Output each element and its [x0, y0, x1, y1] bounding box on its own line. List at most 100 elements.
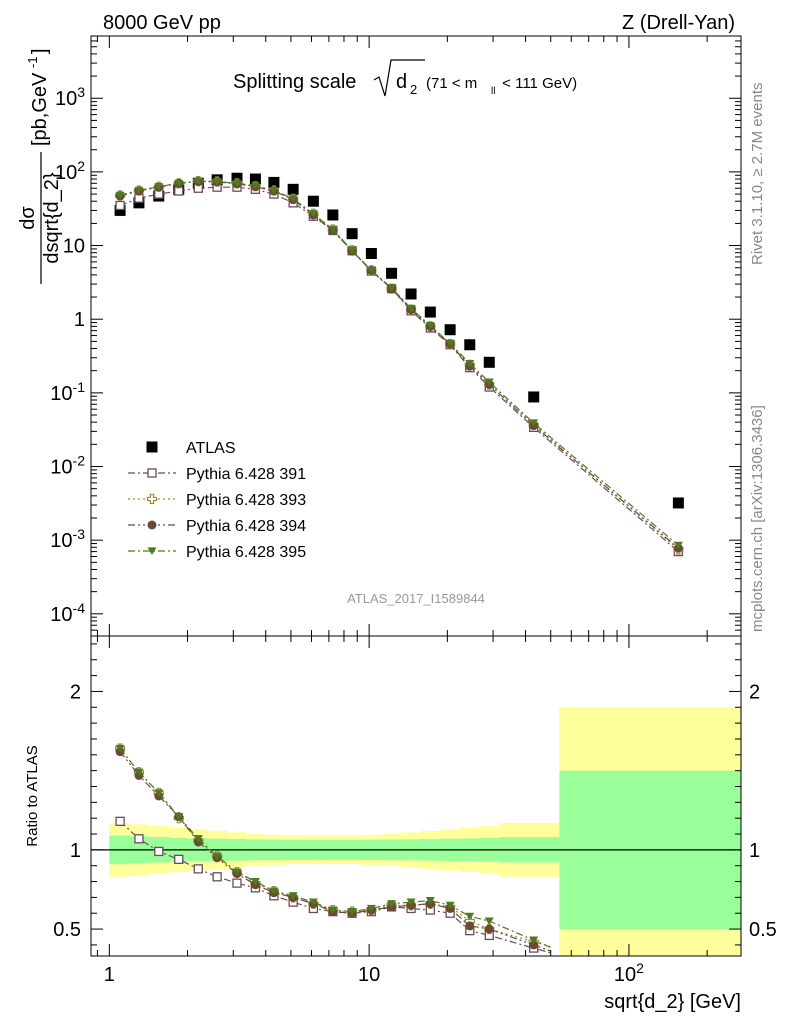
y-tick-label: 10-1: [50, 379, 85, 405]
data-marker-triangle: [288, 892, 298, 900]
ratio-axes: 1 10 102 0.5 0.5 1 1 2 2: [53, 636, 777, 986]
main-plot-panel: 10-4 10-3 10-2 10-1 1 10 102 103 Splitting scal…: [17, 35, 742, 637]
legend-label: Pythia 6.428 393: [186, 492, 306, 509]
data-marker-triangle: [529, 936, 539, 945]
data-marker-triangle: [387, 284, 397, 293]
ratio-data-layer: [114, 743, 551, 954]
ylabel-unit: [pb,GeV: [29, 72, 51, 146]
series-line: [119, 180, 679, 546]
ylabel-unit-sup: -1: [25, 56, 40, 68]
main-axes: 10-4 10-3 10-2 10-1 1 10 102 103: [50, 35, 741, 637]
rivet-version-label: Rivet 3.1.10, ≥ 2.7M events: [749, 83, 766, 266]
data-marker-triangle: [406, 304, 416, 313]
title-main: Splitting scale: [233, 71, 356, 93]
data-marker-square: [672, 497, 684, 509]
data-marker-square: [268, 176, 280, 188]
data-marker-triangle: [232, 868, 242, 877]
data-marker-square: [327, 209, 339, 221]
data-marker-triangle: [445, 901, 455, 910]
data-marker-triangle: [212, 177, 222, 186]
ratio-series-3: [115, 744, 551, 948]
data-marker-circle: [529, 940, 539, 950]
ratio-ylabel: Ratio to ATLAS: [24, 745, 41, 846]
data-marker-triangle: [154, 183, 164, 191]
legend-label: Pythia 6.428 391: [186, 466, 306, 483]
data-marker-triangle: [347, 908, 357, 916]
data-marker-triangle: [193, 177, 203, 186]
title-sqrt-sub: 2: [410, 82, 417, 97]
x-axis-label: sqrt{d_2} [GeV]: [604, 991, 741, 1013]
ratio-y-tick-label: 2: [70, 681, 81, 703]
data-marker-square: [444, 324, 456, 336]
data-marker-open-square: [115, 816, 125, 826]
data-marker-triangle: [308, 898, 318, 907]
header-left: 8000 GeV pp: [103, 12, 221, 34]
sqrt-sign-icon: [373, 59, 425, 97]
data-marker-triangle: [366, 904, 376, 913]
y-tick-label: 1: [74, 309, 85, 331]
data-marker-triangle: [387, 900, 397, 908]
ratio-plot-panel: 1 10 102 0.5 0.5 1 1 2 2 Ratio to ATLAS sqrt{d_2…: [24, 635, 777, 1013]
y-tick-label: 10-3: [50, 526, 85, 552]
data-marker-square: [287, 183, 299, 195]
series-line: [119, 180, 679, 549]
data-marker-triangle: [115, 744, 125, 753]
data-marker-triangle: [250, 877, 260, 886]
data-marker-square: [346, 228, 358, 240]
data-marker-square: [146, 441, 158, 453]
data-marker-square: [249, 173, 261, 185]
data-marker-triangle: [193, 835, 203, 843]
data-marker-triangle: [174, 179, 184, 188]
ratio-y-tick-label-right: 0.5: [749, 919, 777, 941]
series-4: [115, 177, 683, 550]
data-marker-square: [424, 306, 436, 318]
data-marker-triangle: [269, 887, 279, 896]
data-marker-triangle: [366, 266, 376, 275]
data-marker-triangle: [269, 186, 279, 195]
data-marker-triangle: [673, 541, 683, 550]
ylabel-denominator: dsqrt{d_2}: [41, 172, 63, 264]
data-marker-triangle: [250, 182, 260, 190]
title-sqrt-base: d: [396, 71, 407, 93]
ratio-y-tick-label-right: 1: [749, 840, 760, 862]
data-marker-square: [464, 339, 476, 351]
data-marker-square: [114, 204, 126, 216]
data-marker-triangle: [406, 898, 416, 907]
x-tick-label: 102: [614, 960, 644, 986]
data-marker-triangle: [154, 789, 164, 797]
ratio-y-tick-label: 0.5: [53, 919, 81, 941]
data-marker-square: [307, 195, 319, 207]
main-ylabel: dσ dsqrt{d_2} [pb,GeV -1 ]: [17, 48, 63, 284]
y-tick-label: 10-4: [50, 600, 85, 626]
ratio-frame: [90, 635, 742, 957]
data-marker-triangle: [328, 225, 338, 234]
legend-label: ATLAS: [186, 440, 236, 457]
data-marker-triangle: [134, 186, 144, 195]
data-marker-open-square: [115, 200, 125, 211]
header-right: Z (Drell-Yan): [622, 12, 735, 34]
data-marker-triangle: [147, 547, 157, 556]
data-marker-open-square: [147, 468, 157, 478]
data-marker-open-square: [212, 872, 222, 882]
legend-label: Pythia 6.428 395: [186, 544, 306, 561]
data-marker-open-square: [193, 864, 203, 874]
ratio-series-group: [114, 743, 551, 954]
data-marker-triangle: [308, 210, 318, 218]
data-marker-square: [365, 248, 377, 260]
data-marker-triangle: [465, 359, 475, 368]
series-0: [114, 172, 684, 509]
data-marker-circle: [484, 924, 494, 934]
data-marker-square: [386, 267, 398, 279]
data-marker-triangle: [212, 852, 222, 861]
data-marker-square: [483, 356, 495, 368]
ratio-uncertainty-bands: [91, 707, 742, 956]
y-tick-label: 102: [55, 158, 85, 184]
data-marker-square: [133, 197, 145, 209]
ratio-series-line: [119, 751, 551, 952]
title-cut-sub: ll: [491, 86, 495, 97]
data-marker-square: [405, 288, 417, 300]
ratio-y-tick-label-right: 2: [749, 681, 760, 703]
data-marker-open-square: [154, 846, 164, 857]
data-marker-triangle: [328, 906, 338, 915]
